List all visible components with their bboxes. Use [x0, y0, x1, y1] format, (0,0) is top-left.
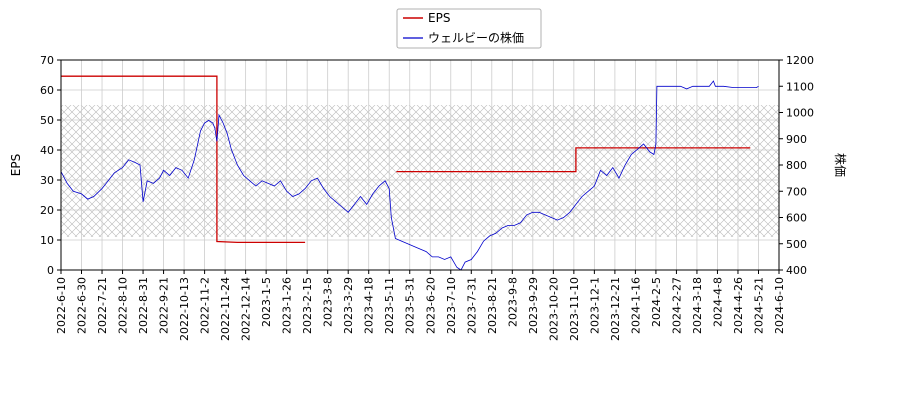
x-tick-label: 2023-1-5 — [260, 277, 273, 327]
x-tick-label: 2022-6-10 — [55, 277, 68, 334]
x-tick-label: 2023-6-20 — [424, 277, 437, 334]
x-tick-label: 2024-4-8 — [711, 277, 724, 327]
x-tick-label: 2022-9-21 — [158, 277, 171, 334]
x-tick-label: 2022-11-2 — [199, 277, 212, 334]
x-tick-label: 2024-6-10 — [773, 277, 786, 334]
left-tick-label: 20 — [40, 204, 54, 217]
x-tick-label: 2022-11-24 — [219, 277, 232, 341]
series-layer — [60, 75, 759, 271]
x-tick-label: 2024-3-18 — [691, 277, 704, 334]
x-tick-label: 2022-6-30 — [76, 277, 89, 334]
x-tick-label: 2023-7-10 — [445, 277, 458, 334]
x-tick-label: 2022-12-14 — [240, 277, 253, 341]
x-tick-label: 2023-12-21 — [609, 277, 622, 341]
left-axis-label: EPS — [9, 154, 23, 176]
legend: EPS ウェルビーの株価 — [396, 8, 542, 49]
left-tick-label: 10 — [40, 234, 54, 247]
right-tick-label: 900 — [786, 133, 807, 146]
x-tick-label: 2023-3-8 — [322, 277, 335, 327]
left-tick-label: 40 — [40, 144, 54, 157]
x-tick-label: 2023-10-20 — [547, 277, 560, 341]
left-tick-label: 30 — [40, 174, 54, 187]
x-tick-label: 2023-11-10 — [568, 277, 581, 341]
x-tick-label: 2023-9-8 — [506, 277, 519, 327]
left-tick-label: 50 — [40, 114, 54, 127]
right-tick-label: 500 — [786, 238, 807, 251]
x-tick-label: 2024-1-16 — [629, 277, 642, 334]
right-tick-label: 800 — [786, 159, 807, 172]
x-tick-label: 2023-8-21 — [486, 277, 499, 334]
legend-eps-label: EPS — [428, 11, 450, 25]
legend-price-label: ウェルビーの株価 — [428, 30, 524, 45]
right-tick-label: 1200 — [786, 54, 814, 67]
x-tick-label: 2024-2-5 — [650, 277, 663, 327]
right-tick-label: 1000 — [786, 107, 814, 120]
left-axis-ticks: 0 10 20 30 40 50 60 70 — [40, 54, 61, 277]
x-tick-label: 2023-3-29 — [342, 277, 355, 334]
right-axis-label: 株価 — [833, 153, 848, 177]
x-tick-label: 2022-10-13 — [178, 277, 191, 341]
x-tick-label: 2023-4-18 — [363, 277, 376, 334]
left-tick-label: 70 — [40, 54, 54, 67]
x-tick-label: 2024-5-21 — [752, 277, 765, 334]
x-tick-label: 2023-9-29 — [527, 277, 540, 334]
x-tick-label: 2024-4-26 — [732, 277, 745, 334]
right-axis-ticks: 400 500 600 700 800 900 1000 1100 1200 — [779, 54, 814, 277]
right-tick-label: 700 — [786, 185, 807, 198]
x-tick-label: 2024-2-27 — [670, 277, 683, 334]
left-tick-label: 60 — [40, 84, 54, 97]
x-tick-label: 2022-8-10 — [117, 277, 130, 334]
legend-box — [396, 8, 542, 49]
eps-line-segment-1 — [396, 147, 751, 173]
right-tick-label: 400 — [786, 264, 807, 277]
price-line — [60, 80, 759, 271]
x-tick-label: 2023-5-31 — [404, 277, 417, 334]
right-tick-label: 600 — [786, 212, 807, 225]
left-tick-label: 0 — [47, 264, 54, 277]
eps-line-segment-0 — [61, 75, 306, 244]
x-tick-label: 2023-1-26 — [281, 277, 294, 334]
x-axis-ticks: 2022-6-10 2022-6-30 2022-7-21 2022-8-10 2022… — [55, 270, 786, 341]
x-tick-label: 2022-8-31 — [137, 277, 150, 334]
right-tick-label: 1100 — [786, 80, 814, 93]
x-tick-label: 2023-2-15 — [301, 277, 314, 334]
x-tick-label: 2022-7-21 — [96, 277, 109, 334]
x-tick-label: 2023-5-11 — [383, 277, 396, 334]
x-tick-label: 2023-12-1 — [588, 277, 601, 334]
x-tick-label: 2023-7-31 — [465, 277, 478, 334]
